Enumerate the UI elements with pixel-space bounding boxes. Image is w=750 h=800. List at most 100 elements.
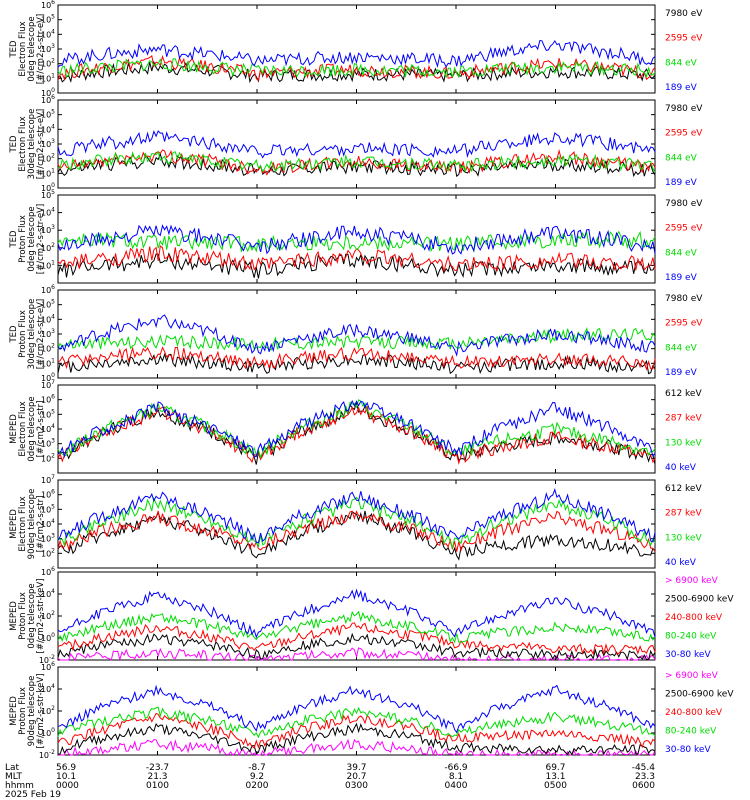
footer-tick-hhmm: 0200: [246, 781, 269, 791]
legend-label: 2595 eV: [665, 319, 703, 329]
footer-tick-mlt: 20.7: [346, 772, 366, 782]
series-line: [57, 230, 656, 253]
footer-row-label: MLT: [5, 772, 23, 782]
y-tick-label: 107: [41, 474, 55, 485]
legend-label: 844 eV: [665, 343, 698, 353]
series-line: [57, 738, 656, 757]
footer-tick-mlt: 9.2: [250, 772, 264, 782]
y-tick-label: 106: [41, 284, 55, 295]
series-line: [57, 496, 656, 550]
y-tick-label: 105: [41, 503, 55, 514]
footer-tick-lat: 56.9: [56, 763, 76, 773]
y-tick-label: 104: [41, 683, 55, 694]
legend-label: 2595 eV: [665, 34, 703, 44]
series-line: [57, 130, 656, 159]
series-line: [57, 610, 656, 644]
series-line: [57, 224, 656, 255]
legend-label: 844 eV: [665, 58, 698, 68]
legend-label: 844 eV: [665, 153, 698, 163]
y-tick-label: 102: [41, 153, 55, 164]
panel-2: 100 101 102 103 104 105 106 TEDElectron Flux30d…: [9, 94, 703, 193]
y-tick-label: 101: [41, 357, 55, 368]
legend-label: 80-240 keV: [665, 727, 717, 737]
y-tick-label: 107: [41, 379, 55, 390]
legend-label: 612 keV: [665, 484, 702, 494]
y-axis-label: MEPEDElectron Flux90deg telescope[#/cm2-…: [9, 489, 46, 560]
y-tick-label: 102: [41, 705, 55, 716]
legend-label: 40 keV: [665, 463, 697, 473]
series-line: [57, 314, 656, 357]
y-tick-label: 10-2: [39, 654, 55, 665]
legend-label: 189 eV: [665, 83, 698, 93]
legend-label: 7980 eV: [665, 104, 703, 114]
y-tick-label: 103: [41, 328, 55, 339]
y-axis-label: TEDElectron Flux0deg telescope[#/cm2-s-s…: [9, 14, 46, 84]
y-axis-label: MEPEDProton Flux90deg telescope[#/cm2-s-…: [9, 674, 46, 749]
y-tick-label: 104: [41, 28, 55, 39]
series-line: [57, 622, 656, 656]
series-line: [57, 58, 656, 79]
y-tick-label: 104: [41, 588, 55, 599]
y-tick-label: 102: [41, 242, 55, 253]
legend-label: 189 eV: [665, 368, 698, 378]
legend-label: 80-240 keV: [665, 632, 717, 642]
footer-row-label: Lat: [5, 763, 20, 773]
footer-tick-hhmm: 0500: [544, 781, 567, 791]
legend-label: 240-800 keV: [665, 708, 723, 718]
y-tick-label: 100: [41, 182, 55, 193]
legend-label: 7980 eV: [665, 294, 703, 304]
series-line: [57, 510, 656, 552]
series-line: [57, 152, 656, 178]
footer-tick-hhmm: 0300: [345, 781, 368, 791]
panel-5: 102 103 104 105 106 107 MEPEDElectron Flux0deg…: [9, 379, 702, 474]
y-tick-label: 102: [41, 343, 55, 354]
footer-tick-mlt: 13.1: [545, 772, 565, 782]
legend-label: 2500-6900 keV: [665, 690, 734, 700]
footer-tick-mlt: 8.1: [449, 772, 463, 782]
y-tick-label: 106: [41, 661, 55, 672]
legend-label: 612 keV: [665, 389, 702, 399]
footer-tick-lat: -45.4: [632, 763, 656, 773]
footer-tick-hhmm: 0600: [632, 781, 655, 791]
y-tick-label: 105: [41, 408, 55, 419]
y-tick-label: 104: [41, 123, 55, 134]
series-line: [57, 706, 656, 739]
series-line: [57, 712, 656, 749]
y-tick-label: 102: [41, 547, 55, 558]
legend-label: > 6900 keV: [665, 671, 719, 681]
footer-tick-hhmm: 0000: [56, 781, 79, 791]
y-tick-label: 10-2: [39, 749, 55, 760]
y-tick-label: 106: [41, 489, 55, 500]
panel-frame: [57, 99, 656, 189]
legend-label: 2500-6900 keV: [665, 595, 734, 605]
y-tick-label: 106: [41, 394, 55, 405]
series-line: [57, 488, 656, 544]
panel-frame: [57, 4, 656, 94]
y-tick-label: 106: [41, 94, 55, 105]
series-line: [57, 327, 656, 352]
panel-1: 100 101 102 103 104 105 106 TEDElectron Flux0de…: [9, 0, 703, 98]
footer-tick-lat: -23.7: [146, 763, 169, 773]
legend-label: 2595 eV: [665, 129, 703, 139]
legend-label: 189 eV: [665, 273, 698, 283]
y-axis-label: MEPEDElectron Flux0deg telescope[#/cm2-s…: [9, 396, 46, 461]
footer-tick-hhmm: 0400: [445, 781, 468, 791]
y-tick-label: 105: [41, 14, 55, 25]
y-tick-label: 100: [41, 632, 55, 643]
footer-tick-lat: 69.7: [545, 763, 565, 773]
series-line: [57, 632, 656, 661]
series-line: [57, 684, 656, 734]
y-tick-label: 103: [41, 138, 55, 149]
legend-label: 130 keV: [665, 533, 702, 543]
y-tick-label: 100: [41, 372, 55, 383]
y-tick-label: 103: [41, 43, 55, 54]
footer-tick-mlt: 10.1: [56, 772, 76, 782]
footer-tick-lat: -8.7: [248, 763, 266, 773]
y-tick-label: 101: [41, 72, 55, 83]
y-tick-label: 101: [41, 259, 55, 270]
y-tick-label: 103: [41, 533, 55, 544]
y-tick-label: 104: [41, 313, 55, 324]
footer-tick-lat: -66.9: [444, 763, 468, 773]
footer-date: 2025 Feb 19: [5, 790, 61, 800]
panel-8: 10-2 100 102 104 106 MEPEDProton Flux90deg te…: [9, 661, 734, 760]
